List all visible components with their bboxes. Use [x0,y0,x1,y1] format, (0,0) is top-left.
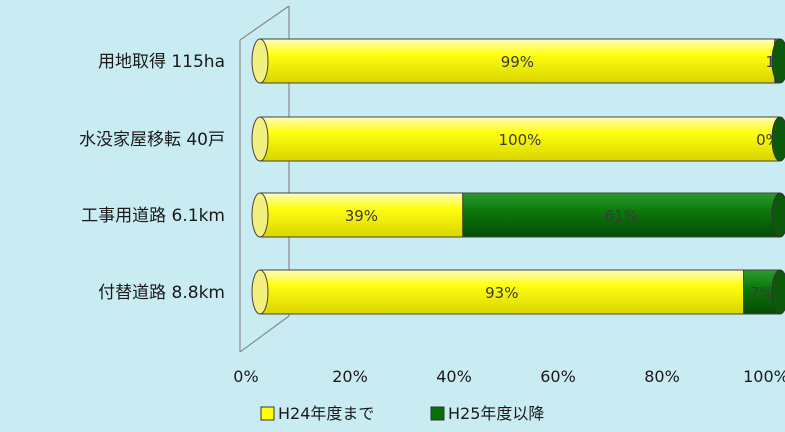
bar-end-cap [771,269,785,315]
bar-end-cap [771,38,785,84]
data-label: 39% [345,207,378,225]
legend-swatch-h25 [430,406,445,421]
bar-segment [259,269,745,315]
bar-row: 93% 7% [251,269,785,315]
data-label: 7% [750,284,774,302]
x-tick-label: 0% [233,367,258,386]
bar-start-cap [251,192,269,238]
bar-segment [259,116,781,162]
x-tick-label: 60% [540,367,576,386]
category-label: 用地取得 115ha [98,52,225,72]
x-tick-label: 20% [332,367,368,386]
legend-label-h24: H24年度まで [278,404,374,423]
legend-label-h25: H25年度以降 [448,404,544,423]
bar-segment [259,38,776,84]
bar-start-cap [251,38,269,84]
legend-item-h24: H24年度まで [260,404,374,423]
bar-start-cap [251,116,269,162]
x-tick-label: 80% [644,367,680,386]
legend-swatch-h24 [260,406,275,421]
data-label: 61% [605,207,638,225]
bar-start-cap [251,269,269,315]
bar-end-cap [771,116,785,162]
category-label: 水没家屋移転 40戸 [79,130,225,150]
data-label: 99% [501,53,534,71]
back-wall-left [239,5,290,41]
category-label: 付替道路 8.8km [98,283,225,303]
x-tick-label: 40% [436,367,472,386]
legend: H24年度まで H25年度以降 [260,404,544,423]
data-label: 100% [499,131,542,149]
bar-row: 99%1% [251,38,785,84]
x-tick-label: 100% [743,367,785,386]
bars: 99%1% 100%0% 39% 61% 93% 7% [251,38,785,315]
x-axis-tick-labels: 0% 20% 40% 60% 80% 100% [233,367,785,386]
category-label: 工事用道路 6.1km [81,206,225,226]
floor-edge [239,315,290,353]
bar-segment [462,192,781,238]
bar-end-cap [771,192,785,238]
bar-row: 100% 0% [251,116,785,162]
bar-row: 39% 61% [251,192,785,238]
bar-segment [259,192,464,238]
legend-item-h25: H25年度以降 [430,404,544,423]
data-label: 93% [485,284,518,302]
